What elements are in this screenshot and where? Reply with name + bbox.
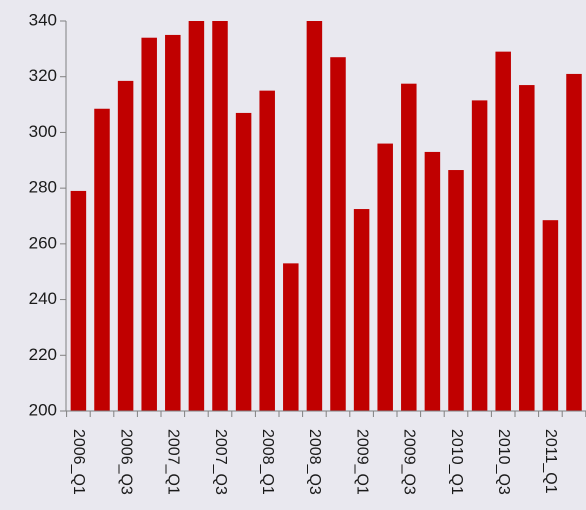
- bar-2007_Q4: [235, 112, 252, 412]
- bar-2010_Q4: [519, 85, 535, 411]
- bar-2010_Q3: [495, 51, 511, 411]
- x-tick-label-2007_Q3: 2007_Q3: [212, 429, 229, 495]
- y-tick-label-300: 300: [29, 122, 57, 141]
- bar-2006_Q1: [70, 190, 87, 411]
- x-axis-ticks: 2006_Q1 2006_Q3 2007_Q1 2007_Q3 2008_Q1 2008_…: [66, 411, 586, 495]
- x-tick-label-2007_Q1: 2007_Q1: [165, 429, 182, 495]
- bar-2010_Q2: [471, 100, 488, 411]
- x-tick-label-2009_Q3: 2009_Q3: [401, 429, 418, 495]
- y-tick-label-220: 220: [29, 345, 57, 364]
- y-tick-label-240: 240: [29, 289, 57, 308]
- bar-2011_Q1: [542, 220, 559, 411]
- x-tick-label-2008_Q1: 2008_Q1: [259, 429, 276, 495]
- x-tick-label-2006_Q3: 2006_Q3: [117, 429, 134, 495]
- y-tick-label-260: 260: [29, 233, 57, 252]
- bars-group: [70, 21, 582, 412]
- bar-2007_Q2: [188, 21, 205, 411]
- bar-2009_Q3: [401, 83, 417, 412]
- bar-2011_Q2: [566, 73, 582, 412]
- y-tick-label-320: 320: [29, 66, 57, 85]
- x-tick-label-2010_Q1: 2010_Q1: [448, 429, 465, 495]
- bar-2009_Q1: [353, 209, 370, 411]
- bar-2009_Q2: [377, 143, 393, 411]
- bar-2007_Q3: [212, 21, 228, 411]
- bar-2007_Q1: [165, 34, 181, 412]
- y-tick-label-340: 340: [29, 10, 57, 29]
- x-tick-label-2006_Q1: 2006_Q1: [70, 429, 87, 495]
- bar-2006_Q4: [141, 37, 157, 412]
- x-tick-label-2008_Q3: 2008_Q3: [306, 429, 323, 495]
- bar-2008_Q4: [330, 57, 346, 412]
- y-tick-label-200: 200: [29, 400, 57, 419]
- bar-2010_Q1: [448, 170, 464, 411]
- bar-2008_Q3: [306, 21, 323, 411]
- y-tick-label-280: 280: [29, 178, 57, 197]
- bar-2008_Q1: [259, 90, 275, 411]
- x-tick-label-2009_Q1: 2009_Q1: [353, 429, 370, 495]
- x-tick-label-2010_Q3: 2010_Q3: [495, 429, 512, 495]
- y-axis-ticks: 200 220 240 260 280 300 320 340: [29, 10, 66, 419]
- bar-2009_Q4: [424, 151, 441, 411]
- x-tick-label-2011_Q1: 2011_Q1: [542, 429, 559, 494]
- bar-2008_Q2: [283, 263, 299, 411]
- bar-2006_Q2: [94, 108, 110, 411]
- bar-2006_Q3: [117, 80, 134, 411]
